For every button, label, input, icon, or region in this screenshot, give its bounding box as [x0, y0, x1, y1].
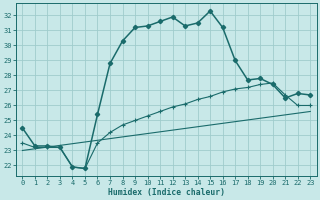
X-axis label: Humidex (Indice chaleur): Humidex (Indice chaleur): [108, 188, 225, 197]
